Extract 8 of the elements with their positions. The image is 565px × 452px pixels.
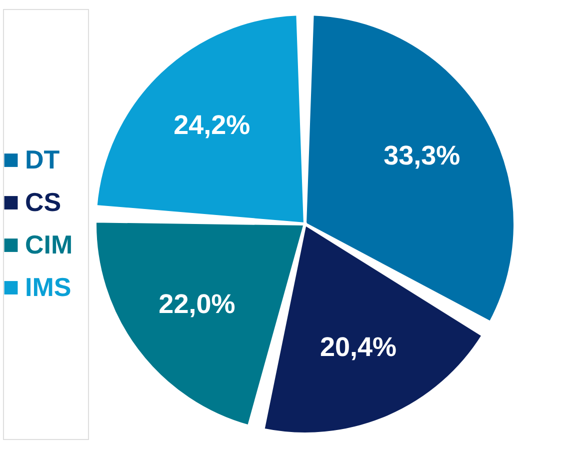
legend-label: IMS [25, 272, 72, 302]
data-label: 20,4% [320, 332, 397, 362]
data-label: 24,2% [174, 110, 250, 140]
data-label: 22,0% [158, 288, 236, 319]
legend-label: CS [25, 186, 62, 217]
data-label: 33,3% [384, 140, 460, 170]
legend-label: CIM [25, 229, 73, 260]
legend-label: DT [25, 144, 60, 174]
